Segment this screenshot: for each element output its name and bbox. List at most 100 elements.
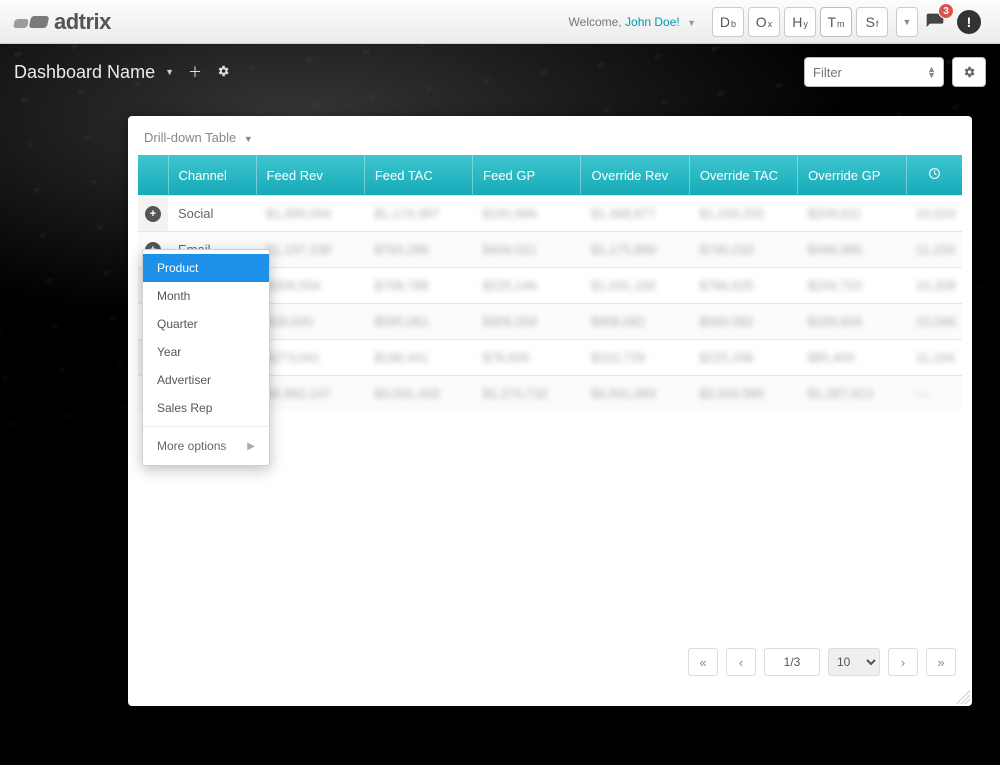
- welcome-user[interactable]: Welcome, John Doe! ▼: [569, 15, 696, 29]
- caret-down-icon: ▼: [687, 18, 696, 28]
- data-cell: $760,296: [364, 232, 472, 268]
- data-cell: $85,400: [798, 340, 906, 376]
- data-cell: $1,287,913: [798, 376, 906, 412]
- column-header[interactable]: Feed Rev: [256, 155, 364, 196]
- data-cell: $191,696: [473, 196, 581, 232]
- data-cell: $309,258: [473, 304, 581, 340]
- column-header[interactable]: Override TAC: [689, 155, 797, 196]
- data-cell: $1,270,732: [473, 376, 581, 412]
- data-cell: $196,441: [364, 340, 472, 376]
- data-cell: $1,031,192: [581, 268, 689, 304]
- data-cell: 11,154: [906, 232, 962, 268]
- exclamation-icon: !: [957, 10, 981, 34]
- add-widget-button[interactable]: ＋: [188, 62, 202, 82]
- brand-name: adtrix: [54, 9, 111, 35]
- app-pill-db[interactable]: Db: [712, 7, 744, 37]
- dashboard-name: Dashboard Name: [14, 62, 155, 83]
- data-cell: 10,208: [906, 268, 962, 304]
- data-cell: $595,061: [364, 304, 472, 340]
- data-cell: $4,941,984: [581, 376, 689, 412]
- filter-settings-button[interactable]: [952, 57, 986, 87]
- page-last-button[interactable]: »: [926, 648, 956, 676]
- brand-logo[interactable]: adtrix: [14, 9, 111, 35]
- dashboard-name-dropdown[interactable]: Dashboard Name ▼: [14, 62, 174, 83]
- table-row: + Social$1,399,094$1,174,397$191,696$1,36…: [138, 196, 962, 232]
- data-cell: $234,703: [798, 268, 906, 304]
- data-cell: $3,504,995: [689, 376, 797, 412]
- data-cell: 10,024: [906, 196, 962, 232]
- column-header-time[interactable]: [906, 155, 962, 196]
- data-cell: $1,399,094: [256, 196, 364, 232]
- data-cell: $1,197,238: [256, 232, 364, 268]
- column-header[interactable]: Channel: [168, 155, 256, 196]
- dimension-option[interactable]: Year: [143, 338, 269, 366]
- app-switcher-more[interactable]: ▼: [896, 7, 918, 37]
- drilldown-dimension-menu: ProductMonthQuarterYearAdvertiserSales R…: [142, 249, 270, 466]
- widget-title: Drill-down Table: [144, 130, 236, 145]
- data-cell: $209,621: [798, 196, 906, 232]
- data-cell: $310,729: [581, 340, 689, 376]
- logo-mark: [14, 16, 48, 28]
- page-size-select[interactable]: 10: [828, 648, 880, 676]
- data-cell: $225,298: [689, 340, 797, 376]
- dashboard-settings-button[interactable]: [216, 64, 230, 81]
- caret-down-icon: ▼: [244, 134, 253, 144]
- app-pill-hy[interactable]: Hy: [784, 7, 816, 37]
- column-header[interactable]: Override Rev: [581, 155, 689, 196]
- dimension-option[interactable]: Month: [143, 282, 269, 310]
- data-cell: $78,600: [473, 340, 581, 376]
- pagination: « ‹ 10 › »: [128, 634, 972, 706]
- drilldown-table-wrap: ChannelFeed RevFeed TACFeed GPOverride R…: [128, 155, 972, 411]
- resize-handle[interactable]: [956, 690, 970, 704]
- dimension-more-options[interactable]: More options▶: [143, 431, 269, 461]
- data-cell: $730,233: [689, 232, 797, 268]
- data-cell: $404,021: [473, 232, 581, 268]
- alert-button[interactable]: !: [956, 9, 982, 35]
- username: John Doe!: [625, 15, 680, 29]
- column-header[interactable]: Feed GP: [473, 155, 581, 196]
- filter-select[interactable]: [804, 57, 944, 87]
- data-cell: $1,174,397: [364, 196, 472, 232]
- chevron-right-icon: ▶: [247, 441, 255, 452]
- expand-row-button[interactable]: +: [145, 206, 161, 222]
- top-bar: adtrix Welcome, John Doe! ▼ DbOxHyTmSf ▼…: [0, 0, 1000, 44]
- dimension-option[interactable]: Advertiser: [143, 366, 269, 394]
- data-cell: 11,184: [906, 340, 962, 376]
- data-cell: $273,041: [256, 340, 364, 376]
- data-cell: $446,986: [798, 232, 906, 268]
- notifications-badge: 3: [938, 3, 954, 19]
- data-cell: $908,682: [581, 304, 689, 340]
- welcome-prefix: Welcome,: [569, 15, 622, 29]
- data-cell: $225,146: [473, 268, 581, 304]
- data-cell: $209,554: [256, 268, 364, 304]
- app-pill-ox[interactable]: Ox: [748, 7, 780, 37]
- data-cell: $1,175,889: [581, 232, 689, 268]
- filter-select-wrap: ▲▼: [804, 57, 944, 87]
- expand-cell: +: [138, 196, 168, 232]
- page-next-button[interactable]: ›: [888, 648, 918, 676]
- column-header[interactable]: Override GP: [798, 155, 906, 196]
- widget-title-dropdown[interactable]: Drill-down Table ▼: [128, 116, 972, 155]
- app-pill-tm[interactable]: Tm: [820, 7, 852, 37]
- page-first-button[interactable]: «: [688, 648, 718, 676]
- data-cell: $1,368,877: [581, 196, 689, 232]
- channel-cell: Social: [168, 196, 256, 232]
- notifications-button[interactable]: 3: [922, 9, 948, 35]
- page-prev-button[interactable]: ‹: [726, 648, 756, 676]
- dimension-option[interactable]: Sales Rep: [143, 394, 269, 422]
- data-cell: $569,082: [689, 304, 797, 340]
- data-cell: $708,788: [364, 268, 472, 304]
- data-cell: 10,046: [906, 304, 962, 340]
- gear-icon: [962, 65, 976, 79]
- dimension-option[interactable]: Quarter: [143, 310, 269, 338]
- widget-panel: Drill-down Table ▼ ChannelFeed RevFeed T…: [128, 116, 972, 706]
- app-pill-sf[interactable]: Sf: [856, 7, 888, 37]
- data-cell: $339,604: [798, 304, 906, 340]
- dashboard-header: Dashboard Name ▼ ＋ ▲▼: [0, 44, 1000, 100]
- data-cell: —: [906, 376, 962, 412]
- caret-down-icon: ▼: [165, 67, 174, 77]
- page-indicator-input[interactable]: [764, 648, 820, 676]
- gear-icon: [216, 64, 230, 78]
- dimension-option[interactable]: Product: [143, 254, 269, 282]
- column-header[interactable]: Feed TAC: [364, 155, 472, 196]
